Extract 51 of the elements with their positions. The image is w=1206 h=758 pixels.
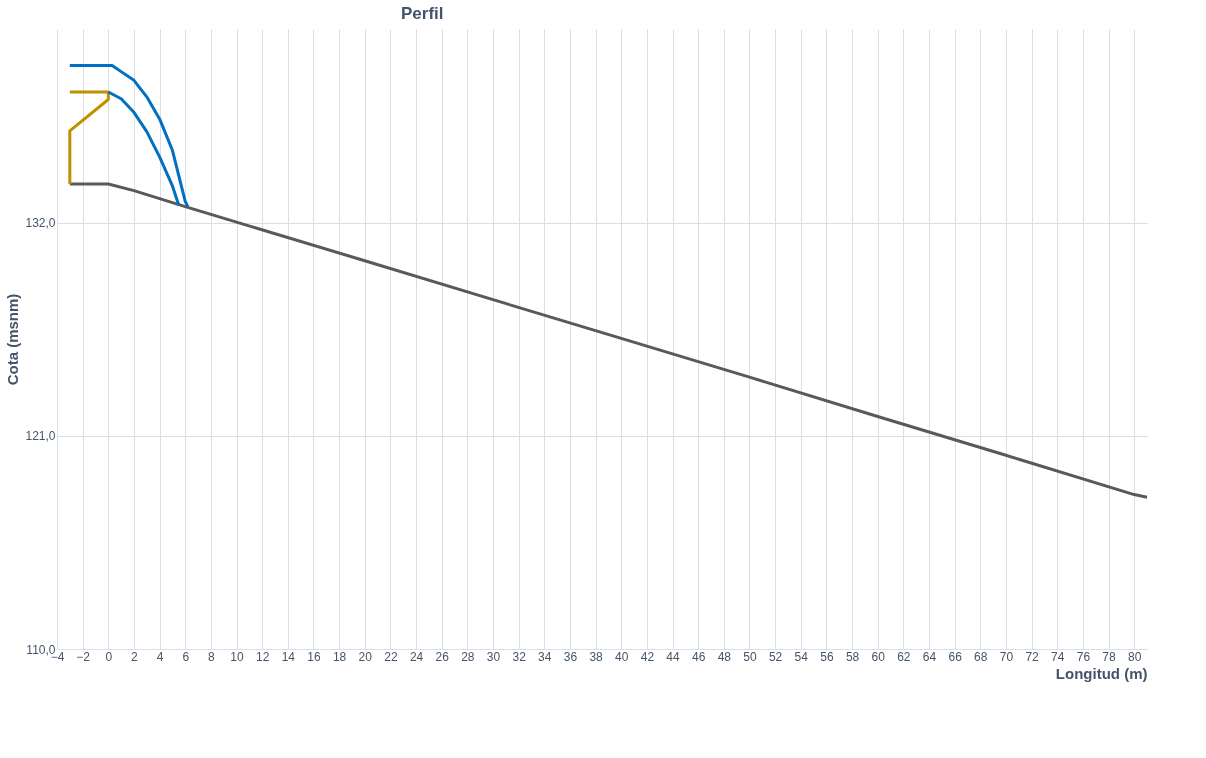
x-tick-label: 64 <box>922 649 937 664</box>
x-tick-label: 18 <box>332 649 347 664</box>
x-tick-label: 10 <box>230 649 245 664</box>
x-tick-label: 14 <box>281 649 296 664</box>
x-tick-label: 68 <box>974 649 988 664</box>
x-tick-label: 38 <box>589 649 604 664</box>
line-series <box>106 90 181 207</box>
x-tick-label: 56 <box>820 649 834 664</box>
x-tick-label: 74 <box>1051 649 1065 664</box>
x-tick-label: 16 <box>307 649 321 664</box>
x-tick-label: 34 <box>538 649 552 664</box>
x-tick-label: 72 <box>1025 649 1040 664</box>
y-axis-title: Cota (msnm) <box>4 293 22 386</box>
x-tick-label: 52 <box>768 649 783 664</box>
line-series <box>68 182 1149 499</box>
x-axis-title: Longitud (m) <box>1055 664 1148 682</box>
x-tick-label: 32 <box>512 649 527 664</box>
line-series <box>68 63 190 209</box>
x-tick-label: 12 <box>256 649 270 664</box>
x-tick-label: 20 <box>358 649 373 664</box>
x-tick-label: 70 <box>999 649 1014 664</box>
x-tick-label: 2 <box>131 649 139 664</box>
x-tick-label: 62 <box>897 649 911 664</box>
x-tick-label: 46 <box>692 649 706 664</box>
x-tick-label: 78 <box>1102 649 1117 664</box>
y-tick-label: 132,0 <box>25 216 56 231</box>
x-tick-label: 60 <box>871 649 886 664</box>
x-tick-label: 30 <box>486 649 501 664</box>
x-tick-label: 28 <box>461 649 475 664</box>
x-tick-label: 6 <box>182 649 190 664</box>
x-tick-label: 80 <box>1128 649 1142 664</box>
x-tick-label: 66 <box>948 649 963 664</box>
x-tick-label: 58 <box>845 649 860 664</box>
x-tick-label: 26 <box>435 649 450 664</box>
x-tick-label: 24 <box>409 649 424 664</box>
x-tick-label: −2 <box>76 649 91 664</box>
x-tick-label: 50 <box>743 649 757 664</box>
line-series <box>68 90 110 186</box>
x-tick-label: 42 <box>640 649 655 664</box>
x-tick-label: 48 <box>717 649 732 664</box>
x-tick-label: 4 <box>156 649 164 664</box>
chart-title: Perfil <box>400 4 444 23</box>
x-tick-label: 8 <box>208 649 216 664</box>
x-tick-label: 54 <box>794 649 809 664</box>
x-tick-label: 36 <box>563 649 578 664</box>
y-tick-label: 121,0 <box>25 429 56 444</box>
x-tick-label: 44 <box>666 649 681 664</box>
x-tick-label: 0 <box>105 649 113 664</box>
x-tick-label: 22 <box>384 649 398 664</box>
x-tick-label: 40 <box>615 649 629 664</box>
x-tick-label: 76 <box>1076 649 1091 664</box>
